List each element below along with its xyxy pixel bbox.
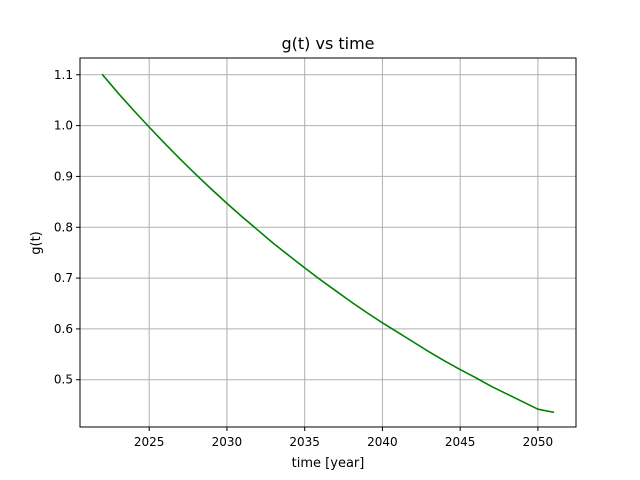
series-layer: [101, 73, 555, 414]
x-tick-label: 2025: [134, 435, 165, 449]
x-tick-label: 2045: [445, 435, 476, 449]
y-axis-label: g(t): [29, 231, 44, 255]
x-tick-label: 2040: [367, 435, 398, 449]
y-tick-label: 1.1: [54, 68, 73, 82]
x-tick-label: 2050: [523, 435, 554, 449]
grid: [80, 58, 576, 427]
chart-title: g(t) vs time: [281, 34, 374, 53]
y-tick-label: 0.5: [54, 373, 73, 387]
y-tick-label: 0.7: [54, 271, 73, 285]
y-tick-label: 0.6: [54, 322, 73, 336]
y-tick-label: 1.0: [54, 119, 73, 133]
x-tick-label: 2030: [212, 435, 243, 449]
y-tick-label: 0.8: [54, 220, 73, 234]
x-axis-label: time [year]: [292, 456, 365, 471]
plot-frame: [79, 57, 577, 428]
x-tick-label: 2035: [289, 435, 320, 449]
y-tick-label: 0.9: [54, 169, 73, 183]
series-line: [101, 73, 555, 414]
ticks: 2025 2030 2035 2040 2045 2050 0.5 0.6 0.7 0.8 0.9 1…: [54, 68, 553, 449]
